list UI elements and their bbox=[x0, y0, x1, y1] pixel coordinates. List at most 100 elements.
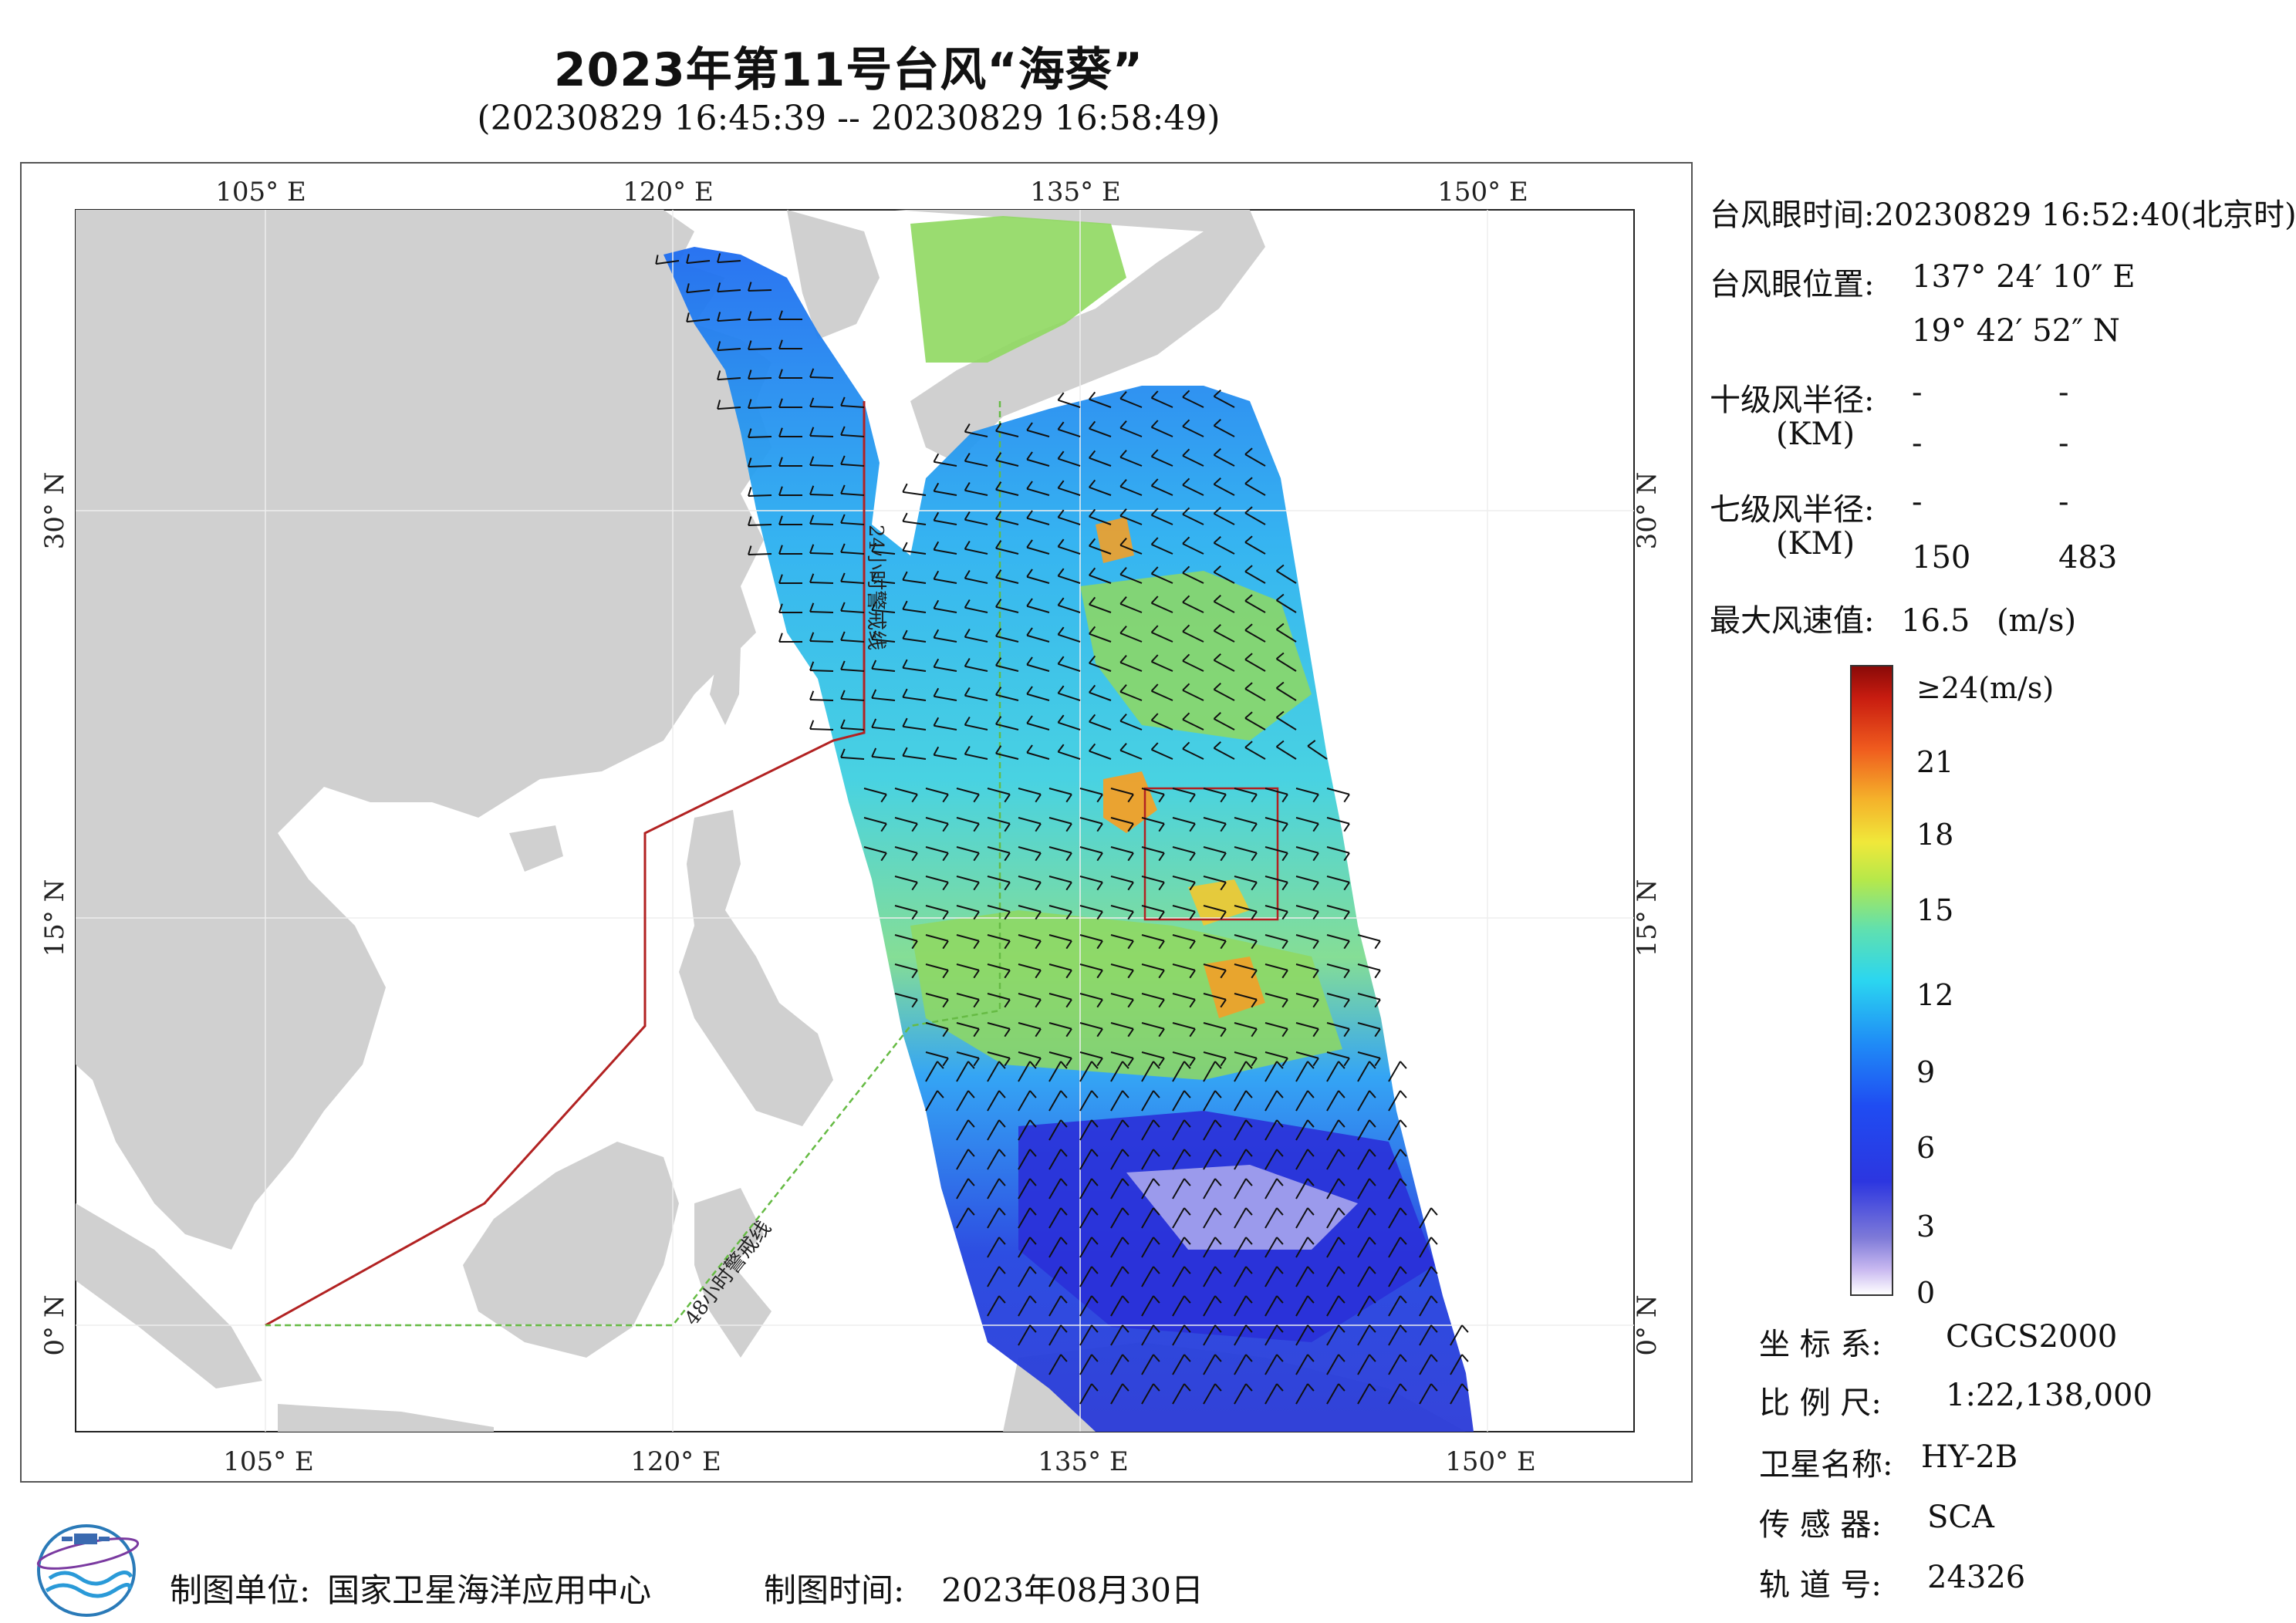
wind-barb bbox=[1326, 905, 1350, 913]
wind-barb-flag bbox=[1153, 1061, 1160, 1069]
wind-barb-flag bbox=[748, 399, 752, 409]
wind-barb bbox=[1326, 1207, 1339, 1229]
wind-barb-flag bbox=[964, 628, 971, 638]
wind-barb-flag bbox=[1343, 999, 1350, 1008]
wind-barb bbox=[894, 993, 918, 1000]
wind-barb bbox=[1048, 934, 1072, 942]
colorbar-tick: 0 bbox=[1916, 1276, 1936, 1310]
wind-barb-flag bbox=[1029, 1090, 1037, 1098]
wind-barb bbox=[1141, 1061, 1154, 1082]
wind-barb-flag bbox=[1065, 940, 1072, 950]
wind-barb bbox=[934, 490, 957, 496]
eye-position-label: 台风眼位置: bbox=[1710, 267, 1875, 302]
wind-barb bbox=[1119, 690, 1143, 701]
wind-barb bbox=[964, 489, 988, 496]
wind-barb bbox=[1326, 1354, 1339, 1375]
wind-barb bbox=[1214, 542, 1235, 555]
wind-barb-flag bbox=[1189, 911, 1196, 920]
wind-barb-flag bbox=[1307, 740, 1316, 747]
wind-barb-flag bbox=[1158, 940, 1165, 950]
wind-barb-flag bbox=[1245, 1178, 1253, 1186]
wind-barb bbox=[1295, 788, 1319, 795]
wind-barb-flag bbox=[1245, 1119, 1253, 1128]
wind-barb-flag bbox=[1307, 1237, 1315, 1245]
wind-barb-flag bbox=[1430, 1237, 1438, 1245]
wind-barb-flag bbox=[1189, 970, 1196, 979]
wind-barb bbox=[1326, 846, 1350, 854]
wind-barb-flag bbox=[942, 999, 949, 1008]
wind-barb-flag bbox=[778, 369, 783, 379]
wind-barb bbox=[841, 521, 865, 525]
wind-barb-flag bbox=[1182, 595, 1190, 603]
wind-barb-flag bbox=[1096, 911, 1103, 920]
wind-barb bbox=[1151, 660, 1173, 672]
wind-barb bbox=[1119, 544, 1143, 555]
wind-barb-flag bbox=[902, 483, 908, 493]
wind-barb-flag bbox=[1119, 743, 1127, 751]
wind-barb bbox=[987, 1266, 1000, 1287]
wind-barb bbox=[1276, 717, 1297, 731]
wind-barb-flag bbox=[1338, 1178, 1346, 1186]
wind-barb-flag bbox=[1276, 1178, 1284, 1186]
wind-barb-flag bbox=[1153, 1178, 1160, 1186]
wind-barb bbox=[1234, 1266, 1247, 1287]
wind-barb bbox=[1234, 993, 1258, 1000]
wind-barb-flag bbox=[1026, 422, 1033, 431]
wind-barb-flag bbox=[1183, 1178, 1191, 1186]
wind-barb bbox=[934, 695, 957, 701]
wind-barb bbox=[964, 724, 988, 731]
wind-barb-flag bbox=[1026, 715, 1033, 724]
wind-barb bbox=[1276, 599, 1297, 613]
wind-barb bbox=[841, 463, 865, 467]
wind-barb-flag bbox=[964, 423, 971, 433]
wind-barb bbox=[1203, 1266, 1216, 1287]
wind-barb-flag bbox=[871, 601, 877, 611]
wind-barb bbox=[872, 726, 896, 731]
colorbar-tick: 21 bbox=[1916, 745, 1954, 779]
wind-barb bbox=[1203, 1119, 1216, 1141]
wind-barb bbox=[1110, 846, 1134, 854]
wind-barb-flag bbox=[1029, 1324, 1037, 1333]
r10-value: - bbox=[2058, 426, 2069, 461]
wind-barb-flag bbox=[1122, 1178, 1129, 1186]
wind-barb-flag bbox=[998, 1237, 1006, 1245]
wind-barb-flag bbox=[1127, 1028, 1134, 1038]
wind-barb bbox=[1326, 934, 1350, 942]
wind-barb-flag bbox=[964, 687, 971, 697]
wind-barb bbox=[1214, 572, 1235, 584]
wind-barb-flag bbox=[686, 283, 690, 293]
wind-barb-flag bbox=[1374, 970, 1381, 979]
wind-barb bbox=[934, 724, 957, 731]
wind-barb bbox=[995, 635, 1019, 643]
wind-barb-flag bbox=[1065, 911, 1072, 920]
wind-barb bbox=[1110, 788, 1134, 795]
wind-barb-flag bbox=[809, 573, 815, 583]
wind-barb-flag bbox=[809, 690, 815, 700]
wind-barb bbox=[1326, 1061, 1339, 1082]
wind-barb bbox=[1182, 396, 1204, 408]
wind-barb bbox=[1295, 1354, 1308, 1375]
wind-barb bbox=[1234, 905, 1258, 913]
wind-barb bbox=[995, 664, 1019, 672]
wind-barb bbox=[809, 493, 834, 496]
wind-barb-flag bbox=[748, 428, 752, 438]
wind-barb-flag bbox=[995, 423, 1002, 432]
wind-barb bbox=[1089, 720, 1112, 731]
wind-barb-flag bbox=[911, 940, 918, 950]
wind-barb bbox=[1203, 788, 1227, 795]
wind-barb bbox=[1058, 663, 1081, 672]
wind-barb bbox=[1018, 1061, 1031, 1082]
wind-barb bbox=[894, 788, 918, 795]
wind-barb-flag bbox=[1004, 852, 1011, 862]
wind-barb bbox=[1214, 601, 1235, 613]
wind-barb-flag bbox=[942, 882, 949, 891]
wind-barb bbox=[1079, 1207, 1092, 1229]
wind-barb bbox=[1172, 1119, 1185, 1141]
wind-barb bbox=[1151, 396, 1173, 408]
wind-barb-flag bbox=[1281, 970, 1288, 979]
wind-barb bbox=[1203, 876, 1227, 883]
eye-latitude: 19° 42′ 52″ N bbox=[1912, 313, 2120, 349]
wind-barb-flag bbox=[1251, 823, 1258, 832]
wind-barb-flag bbox=[1430, 1295, 1438, 1304]
wind-barb-flag bbox=[964, 540, 971, 550]
